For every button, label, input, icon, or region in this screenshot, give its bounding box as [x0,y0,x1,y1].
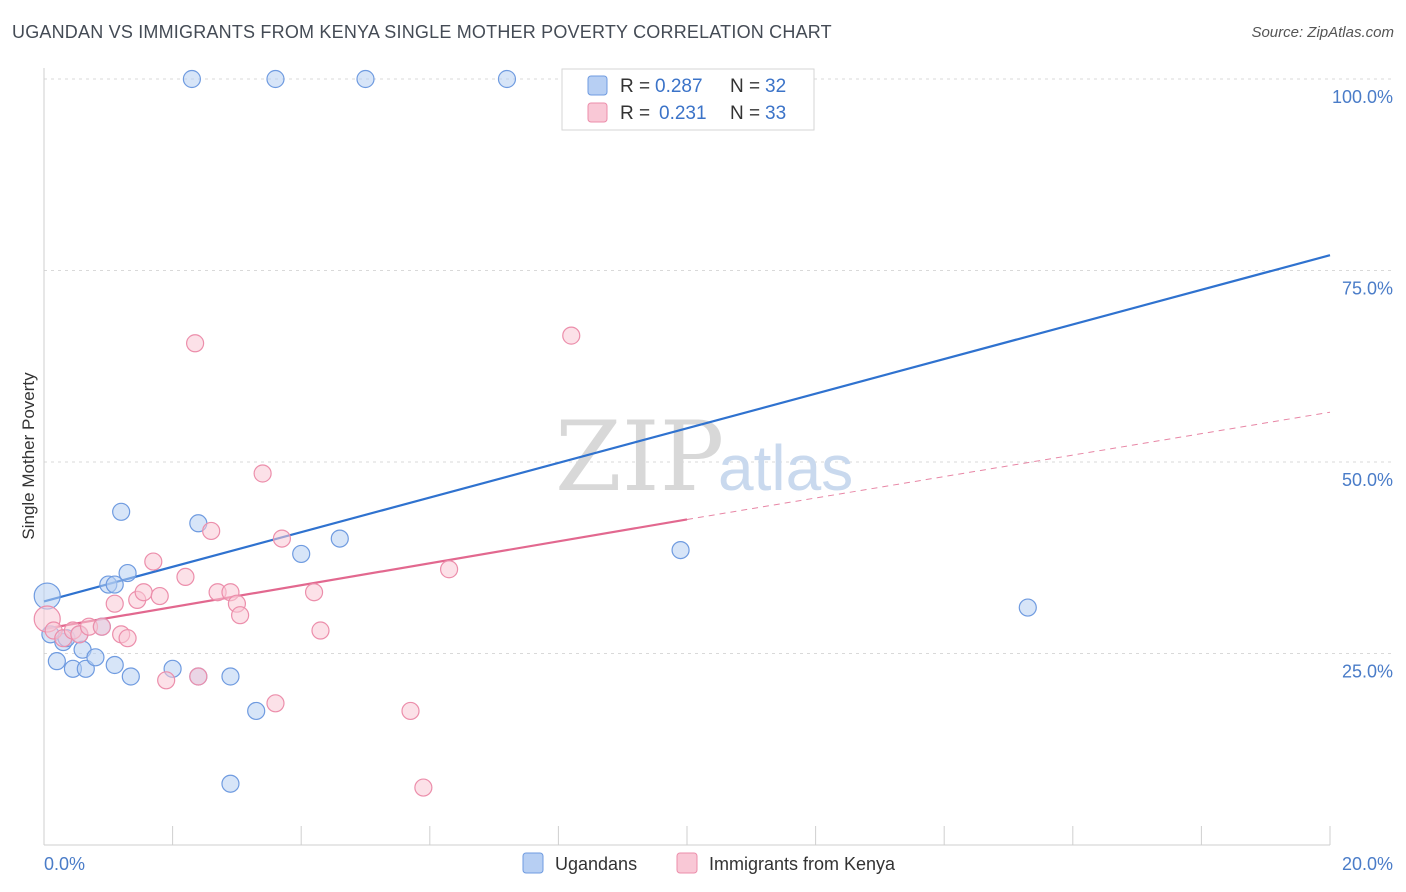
point-kenya [176,567,195,587]
x-tick-labels: 0.0% 20.0% [44,854,1393,874]
point-ugandans [86,648,105,667]
stats-legend: R = 0.287 N = 32 R = 0.231 N = 33 [561,68,815,131]
trend-lines [43,254,1331,631]
stats-legend-r-value-0: 0.287 [655,76,703,97]
point-kenya [186,334,205,353]
stats-legend-r-label-0: R = [620,76,650,97]
point-ugandans [121,667,140,686]
point-ugandans [497,69,517,89]
stats-legend-r-value-1: 0.231 [659,103,707,124]
point-ugandans [292,544,311,564]
point-kenya [157,671,176,690]
point-kenya [562,326,581,345]
point-kenya [118,629,137,648]
point-kenya [202,521,221,541]
point-kenya [134,583,153,602]
point-ugandans [247,701,266,721]
chart-title: UGANDAN VS IMMIGRANTS FROM KENYA SINGLE … [12,22,832,42]
stats-legend-swatch-ugandans [587,75,608,96]
point-ugandans [112,502,131,521]
stats-legend-n-label-0: N = [730,76,760,97]
bottom-legend-swatch-kenya [676,852,698,874]
point-ugandans [105,655,124,675]
y-tick-labels: 25.0% 50.0% 75.0% 100.0% [1332,87,1393,682]
y-tick-label: 100.0% [1332,87,1393,107]
point-kenya [272,529,292,548]
point-ugandans [330,529,349,548]
point-ugandans [47,652,66,671]
point-kenya [304,583,324,602]
point-kenya [253,464,272,483]
point-ugandans [266,69,285,89]
x-tick-label-min: 0.0% [44,854,85,874]
bottom-legend-label-ugandans: Ugandans [555,854,637,874]
point-ugandans [118,563,137,583]
y-tick-label: 75.0% [1342,279,1393,299]
y-tick-label: 25.0% [1342,662,1393,682]
source-label: Source: ZipAtlas.com [1251,24,1394,41]
bottom-legend-label-kenya: Immigrants from Kenya [709,854,896,874]
point-ugandans [105,575,124,594]
point-kenya [144,552,163,571]
point-ugandans [221,667,240,686]
stats-legend-r-label-1: R = [620,103,650,124]
stats-legend-n-value-0: 32 [765,76,786,97]
watermark-atlas: atlas [718,432,853,504]
point-kenya [189,667,208,686]
point-ugandans [221,774,240,793]
point-kenya [414,778,433,797]
axes [43,68,1330,846]
point-ugandans [356,69,375,89]
point-ugandans [671,540,690,560]
point-kenya [311,621,330,640]
bottom-legend-swatch-ugandans [522,852,544,874]
watermark: ZIP atlas [555,401,853,513]
stats-legend-swatch-kenya [587,102,608,123]
bottom-legend: Ugandans Immigrants from Kenya [522,852,896,874]
y-axis-label: Single Mother Poverty [19,372,38,540]
trend-line-kenya [43,518,688,631]
point-kenya [105,594,124,613]
point-kenya [401,701,420,721]
point-kenya [439,560,459,579]
point-kenya [231,606,250,625]
data-points [33,69,1037,797]
trend-line-ugandans [43,254,1331,603]
point-ugandans [182,69,201,89]
x-tick-label-max: 20.0% [1342,854,1393,874]
y-tick-label: 50.0% [1342,470,1393,490]
point-ugandans [33,582,61,610]
stats-legend-n-label-1: N = [730,103,760,124]
point-kenya [150,586,169,606]
point-ugandans [1018,598,1037,617]
stats-legend-n-value-1: 33 [765,103,786,124]
point-kenya [266,694,285,713]
trend-line-kenya-extension [686,411,1331,520]
point-kenya [92,617,111,636]
